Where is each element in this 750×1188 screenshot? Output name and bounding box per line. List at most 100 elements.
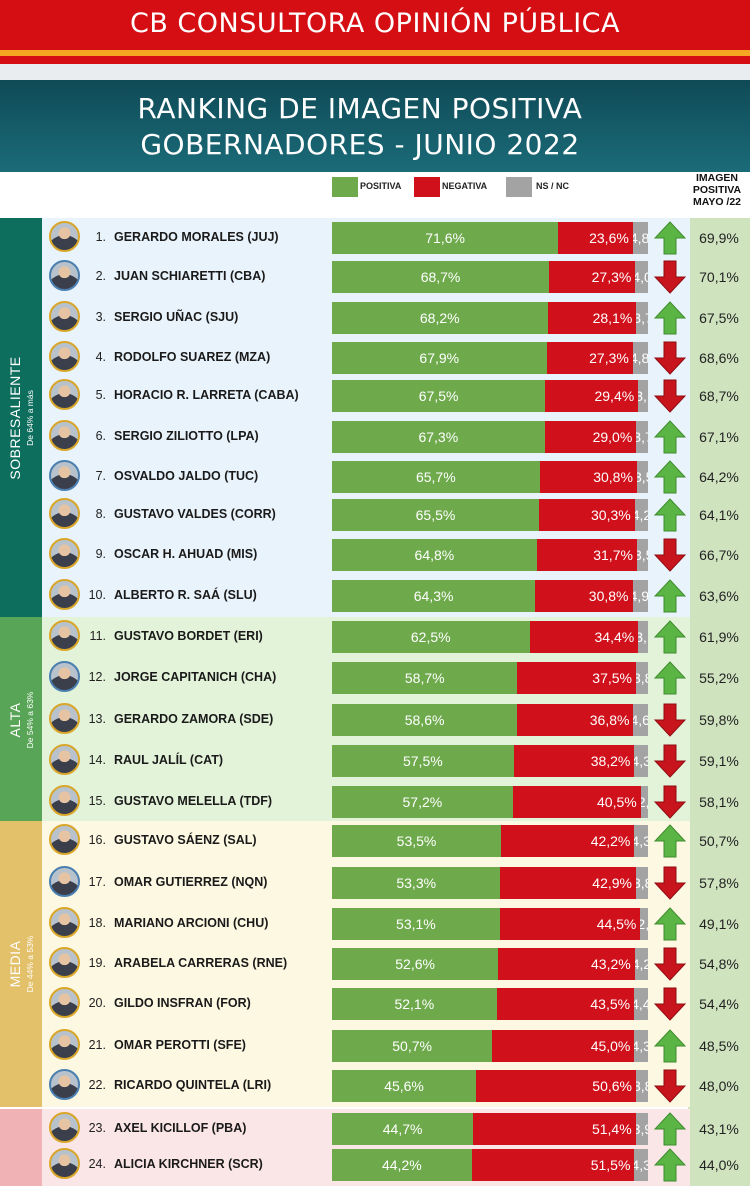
previous-value: 67,5% [699, 310, 739, 326]
ranking-row: 10. ALBERTO R. SAÁ (SLU) 64,3% 30,8%4,9% 63,… [0, 577, 750, 615]
bar-negative: 40,5% [512, 786, 641, 818]
bar-positive: 65,5% [332, 499, 539, 531]
bar-ns-nc: 4,3% [634, 1030, 648, 1062]
bar-ns-nc: 3,1% [638, 621, 648, 653]
bar-negative: 51,4% [473, 1113, 636, 1145]
stacked-bar: 44,2% 51,5%4,3% [332, 1149, 648, 1181]
arrow-down-icon [653, 379, 687, 413]
governor-name: OMAR GUTIERREZ (NQN) [114, 875, 268, 889]
previous-value: 68,7% [699, 388, 739, 404]
bar-negative: 45,0% [492, 1030, 635, 1062]
bar-positive: 58,6% [332, 704, 518, 736]
arrow-up-icon [653, 460, 687, 494]
value-positive: 45,6% [384, 1078, 424, 1094]
previous-value: 48,0% [699, 1078, 739, 1094]
ranking-row: 16. GUSTAVO SÁENZ (SAL) 53,5% 42,2%4,3% 50,7… [0, 822, 750, 860]
value-ns-nc: 3,7% [636, 310, 648, 326]
arrow-up-icon [653, 824, 687, 858]
governor-name: GUSTAVO BORDET (ERI) [114, 629, 263, 643]
bar-positive: 52,6% [332, 948, 499, 980]
value-negative: 29,0% [592, 429, 633, 445]
governor-name: OSCAR H. AHUAD (MIS) [114, 547, 258, 561]
governor-name: GERARDO ZAMORA (SDE) [114, 712, 274, 726]
arrow-up-icon [653, 907, 687, 941]
bar-ns-nc: 4,4% [634, 988, 648, 1020]
value-negative: 40,5% [597, 794, 637, 810]
value-positive: 44,2% [381, 1157, 422, 1173]
bar-positive: 45,6% [332, 1070, 477, 1102]
value-positive: 64,8% [414, 547, 455, 563]
bar-negative: 30,3% [538, 499, 635, 531]
previous-value: 67,1% [699, 429, 739, 445]
value-negative: 36,8% [589, 712, 630, 728]
value-positive: 67,9% [419, 350, 460, 366]
avatar [49, 947, 80, 978]
bar-ns-nc: 3,8% [635, 662, 648, 694]
stacked-bar: 65,7% 30,8%3,5% [332, 461, 648, 493]
arrow-up-icon [653, 301, 687, 335]
stacked-bar: 64,3% 30,8%4,9% [332, 580, 648, 612]
bar-ns-nc: 3,5% [636, 461, 648, 493]
value-ns-nc: 4,2% [634, 956, 648, 972]
governor-name: JORGE CAPITANICH (CHA) [114, 670, 277, 684]
previous-value: 69,9% [699, 230, 739, 246]
value-positive: 53,3% [396, 875, 437, 891]
bar-ns-nc: 3,1% [638, 380, 648, 412]
bar-positive: 50,7% [332, 1030, 493, 1062]
value-positive: 58,7% [404, 670, 445, 686]
ranking-row: 17. OMAR GUTIERREZ (NQN) 53,3% 42,9%3,8% 57,… [0, 864, 750, 902]
ranking-row: 5. HORACIO R. LARRETA (CABA) 67,5% 29,4%3,1… [0, 377, 750, 415]
value-positive: 62,5% [410, 629, 451, 645]
arrow-down-icon [653, 947, 687, 981]
governor-name: AXEL KICILLOF (PBA) [114, 1121, 247, 1135]
avatar [49, 1148, 80, 1179]
rank-number: 4. [95, 350, 106, 364]
previous-value: 70,1% [699, 269, 739, 285]
avatar [49, 498, 80, 529]
bar-negative: 36,8% [517, 704, 634, 736]
value-negative: 28,1% [592, 310, 633, 326]
bar-positive: 53,5% [332, 825, 502, 857]
value-positive: 67,3% [418, 429, 459, 445]
bar-ns-nc: 4,0% [635, 261, 648, 293]
ranking-row: 12.JORGE CAPITANICH (CHA)58,7%37,5%3,8%5… [0, 659, 750, 697]
rank-number: 8. [95, 507, 106, 521]
arrow-up-icon [653, 579, 687, 613]
avatar [49, 341, 80, 372]
avatar [49, 579, 80, 610]
rank-number: 13. [88, 712, 106, 726]
avatar [49, 866, 80, 897]
chart-header: RANKING DE IMAGEN POSITIVA GOBERNADORES … [0, 80, 750, 172]
avatar [49, 1112, 80, 1143]
arrow-down-icon [653, 260, 687, 294]
value-negative: 51,5% [590, 1157, 631, 1173]
previous-header-line3: MAYO /22 [692, 196, 742, 208]
arrow-up-icon [653, 498, 687, 532]
previous-value: 54,8% [699, 956, 739, 972]
category-strip [0, 1109, 42, 1186]
bar-negative: 23,6% [558, 222, 633, 254]
value-positive: 68,2% [419, 310, 460, 326]
avatar [49, 260, 80, 291]
arrow-up-icon [653, 1148, 687, 1182]
bar-positive: 52,1% [332, 988, 497, 1020]
value-positive: 67,5% [418, 388, 459, 404]
value-ns-nc: 4,8% [632, 350, 648, 366]
previous-column-background [688, 218, 750, 1186]
avatar [49, 379, 80, 410]
value-negative: 50,6% [592, 1078, 632, 1094]
value-ns-nc: 4,6% [633, 712, 648, 728]
ranking-row: 23. AXEL KICILLOF (PBA) 44,7% 51,4%3,9% 43,1… [0, 1110, 750, 1148]
value-negative: 37,5% [592, 670, 632, 686]
arrow-down-icon [653, 341, 687, 375]
ranking-row: 15. GUSTAVO MELELLA (TDF) 57,2% 40,5%2,3% 58… [0, 783, 750, 821]
arrow-down-icon [653, 1069, 687, 1103]
avatar [49, 907, 80, 938]
value-ns-nc: 3,1% [638, 629, 648, 645]
stacked-bar: 67,3% 29,0%3,7% [332, 421, 648, 453]
bar-positive: 68,2% [332, 302, 548, 334]
stacked-bar: 58,7% 37,5%3,8% [332, 662, 648, 694]
ranking-row: 4. RODOLFO SUAREZ (MZA) 67,9% 27,3%4,8% 68,6… [0, 339, 750, 377]
bar-negative: 30,8% [539, 461, 637, 493]
value-positive: 65,7% [415, 469, 456, 485]
